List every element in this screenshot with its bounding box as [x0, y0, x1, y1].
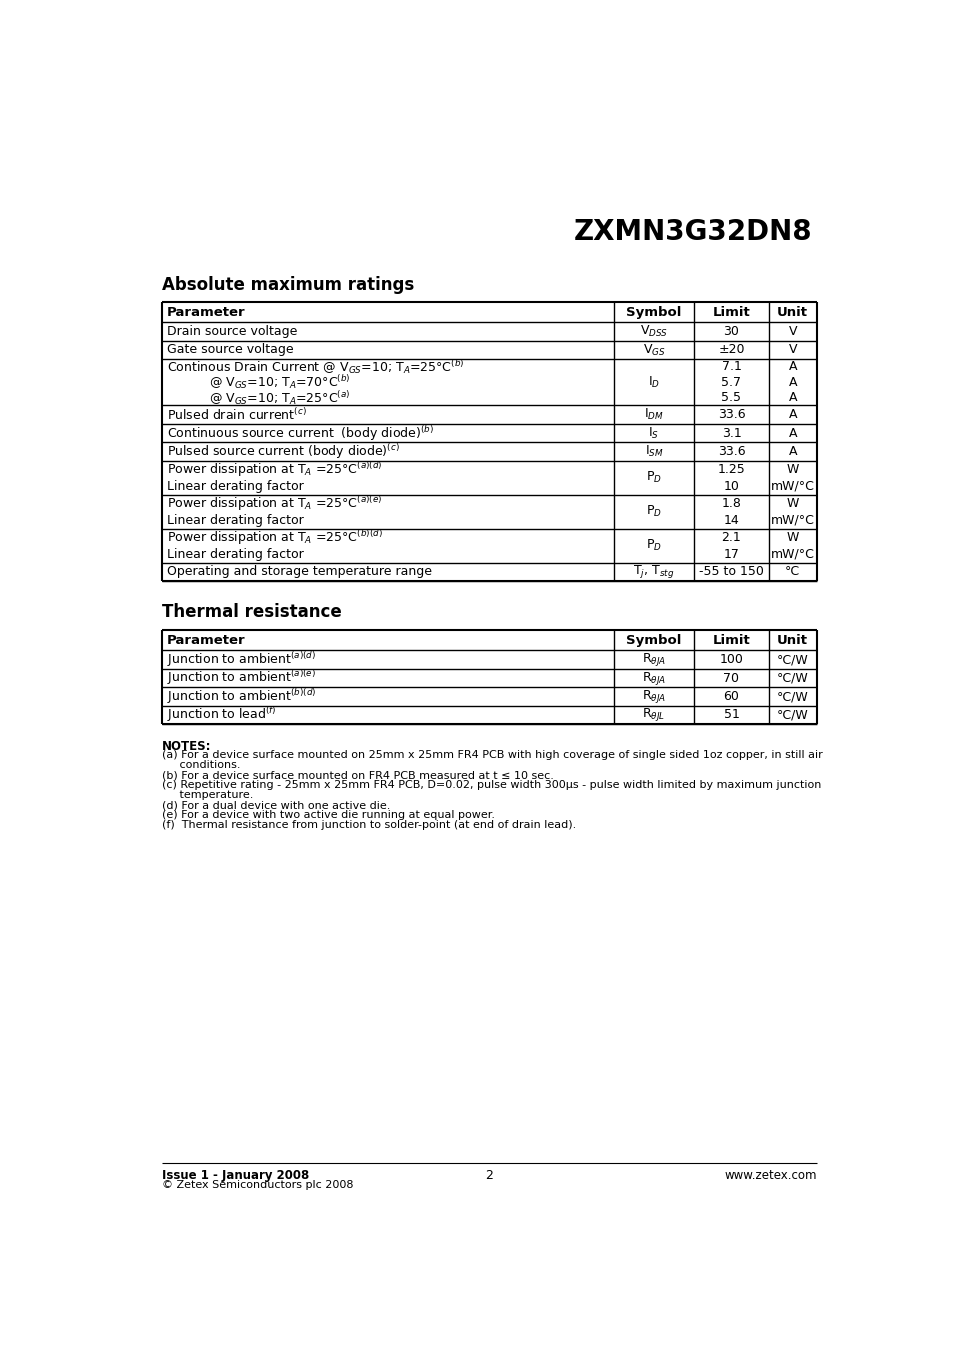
- Text: Unit: Unit: [777, 305, 807, 319]
- Text: NOTES:: NOTES:: [162, 739, 212, 753]
- Text: mW/°C: mW/°C: [770, 547, 814, 561]
- Text: °C/W: °C/W: [776, 690, 808, 703]
- Text: I$_{SM}$: I$_{SM}$: [644, 444, 662, 459]
- Text: © Zetex Semiconductors plc 2008: © Zetex Semiconductors plc 2008: [162, 1179, 353, 1190]
- Text: 1.25: 1.25: [717, 463, 744, 476]
- Text: mW/°C: mW/°C: [770, 513, 814, 527]
- Text: V: V: [787, 326, 796, 338]
- Text: Power dissipation at T$_A$ =25°C$^{(b)(d)}$: Power dissipation at T$_A$ =25°C$^{(b)(d…: [167, 528, 382, 547]
- Text: Power dissipation at T$_A$ =25°C$^{(a)(d)}$: Power dissipation at T$_A$ =25°C$^{(a)(d…: [167, 459, 382, 478]
- Text: Drain source voltage: Drain source voltage: [167, 326, 296, 338]
- Text: A: A: [787, 361, 796, 373]
- Text: Pulsed drain current$^{(c)}$: Pulsed drain current$^{(c)}$: [167, 407, 306, 423]
- Text: I$_{DM}$: I$_{DM}$: [643, 407, 663, 423]
- Text: Linear derating factor: Linear derating factor: [167, 480, 303, 493]
- Text: Continous Drain Current @ V$_{GS}$=10; T$_A$=25°C$^{(b)}$: Continous Drain Current @ V$_{GS}$=10; T…: [167, 358, 463, 376]
- Text: 10: 10: [722, 480, 739, 493]
- Text: ZXMN3G32DN8: ZXMN3G32DN8: [574, 218, 812, 246]
- Text: 3.1: 3.1: [720, 427, 740, 439]
- Text: (c) Repetitive rating - 25mm x 25mm FR4 PCB, D=0.02, pulse width 300μs - pulse w: (c) Repetitive rating - 25mm x 25mm FR4 …: [162, 781, 821, 790]
- Text: (b) For a device surface mounted on FR4 PCB measured at t ≤ 10 sec.: (b) For a device surface mounted on FR4 …: [162, 770, 553, 781]
- Text: A: A: [787, 444, 796, 458]
- Text: Absolute maximum ratings: Absolute maximum ratings: [162, 276, 414, 295]
- Text: Continuous source current  (body diode)$^{(b)}$: Continuous source current (body diode)$^…: [167, 424, 433, 443]
- Text: Limit: Limit: [712, 305, 750, 319]
- Text: Junction to lead$^{(f)}$: Junction to lead$^{(f)}$: [167, 705, 275, 724]
- Text: 5.5: 5.5: [720, 392, 740, 404]
- Text: A: A: [787, 427, 796, 439]
- Text: conditions.: conditions.: [162, 761, 240, 770]
- Text: Power dissipation at T$_A$ =25°C$^{(a)(e)}$: Power dissipation at T$_A$ =25°C$^{(a)(e…: [167, 493, 381, 512]
- Text: (f)  Thermal resistance from junction to solder-point (at end of drain lead).: (f) Thermal resistance from junction to …: [162, 820, 576, 831]
- Text: 30: 30: [722, 326, 739, 338]
- Text: (d) For a dual device with one active die.: (d) For a dual device with one active di…: [162, 800, 390, 811]
- Text: R$_{\theta JA}$: R$_{\theta JA}$: [641, 670, 665, 686]
- Text: Linear derating factor: Linear derating factor: [167, 547, 303, 561]
- Text: 7.1: 7.1: [720, 361, 740, 373]
- Text: V$_{DSS}$: V$_{DSS}$: [639, 324, 667, 339]
- Text: 5.7: 5.7: [720, 376, 740, 389]
- Text: 60: 60: [722, 690, 739, 703]
- Text: W: W: [785, 531, 798, 543]
- Text: Parameter: Parameter: [167, 305, 245, 319]
- Text: 33.6: 33.6: [717, 408, 744, 422]
- Text: www.zetex.com: www.zetex.com: [723, 1169, 816, 1182]
- Text: ±20: ±20: [718, 343, 744, 357]
- Text: Operating and storage temperature range: Operating and storage temperature range: [167, 565, 431, 578]
- Text: @ V$_{GS}$=10; T$_A$=70°C$^{(b)}$: @ V$_{GS}$=10; T$_A$=70°C$^{(b)}$: [209, 373, 351, 392]
- Text: Symbol: Symbol: [626, 305, 681, 319]
- Text: R$_{\theta JA}$: R$_{\theta JA}$: [641, 688, 665, 705]
- Text: Parameter: Parameter: [167, 634, 245, 647]
- Text: (e) For a device with two active die running at equal power.: (e) For a device with two active die run…: [162, 811, 495, 820]
- Text: 2: 2: [484, 1169, 493, 1182]
- Text: Gate source voltage: Gate source voltage: [167, 343, 293, 357]
- Text: I$_D$: I$_D$: [647, 374, 659, 390]
- Text: (a) For a device surface mounted on 25mm x 25mm FR4 PCB with high coverage of si: (a) For a device surface mounted on 25mm…: [162, 750, 821, 761]
- Text: R$_{\theta JL}$: R$_{\theta JL}$: [641, 707, 665, 724]
- Text: W: W: [785, 497, 798, 509]
- Text: °C/W: °C/W: [776, 671, 808, 685]
- Text: 100: 100: [719, 653, 742, 666]
- Text: Symbol: Symbol: [626, 634, 681, 647]
- Text: -55 to 150: -55 to 150: [699, 565, 763, 578]
- Text: A: A: [787, 392, 796, 404]
- Text: 70: 70: [722, 671, 739, 685]
- Text: P$_D$: P$_D$: [645, 538, 661, 553]
- Text: 17: 17: [722, 547, 739, 561]
- Text: °C/W: °C/W: [776, 653, 808, 666]
- Text: V: V: [787, 343, 796, 357]
- Text: P$_D$: P$_D$: [645, 504, 661, 519]
- Text: Unit: Unit: [777, 634, 807, 647]
- Text: W: W: [785, 463, 798, 476]
- Text: 14: 14: [723, 513, 739, 527]
- Text: °C: °C: [784, 565, 800, 578]
- Text: A: A: [787, 408, 796, 422]
- Text: Linear derating factor: Linear derating factor: [167, 513, 303, 527]
- Text: I$_S$: I$_S$: [648, 426, 659, 440]
- Text: 2.1: 2.1: [720, 531, 740, 543]
- Text: °C/W: °C/W: [776, 708, 808, 721]
- Text: @ V$_{GS}$=10; T$_A$=25°C$^{(a)}$: @ V$_{GS}$=10; T$_A$=25°C$^{(a)}$: [209, 389, 351, 407]
- Text: Junction to ambient$^{(a)(e)}$: Junction to ambient$^{(a)(e)}$: [167, 669, 315, 688]
- Text: mW/°C: mW/°C: [770, 480, 814, 493]
- Text: Junction to ambient$^{(a)(d)}$: Junction to ambient$^{(a)(d)}$: [167, 650, 315, 669]
- Text: temperature.: temperature.: [162, 790, 253, 800]
- Text: Issue 1 - January 2008: Issue 1 - January 2008: [162, 1169, 309, 1182]
- Text: Thermal resistance: Thermal resistance: [162, 603, 341, 620]
- Text: Junction to ambient$^{(b)(d)}$: Junction to ambient$^{(b)(d)}$: [167, 688, 315, 707]
- Text: 1.8: 1.8: [720, 497, 740, 509]
- Text: Limit: Limit: [712, 634, 750, 647]
- Text: R$_{\theta JA}$: R$_{\theta JA}$: [641, 651, 665, 667]
- Text: T$_j$, T$_{stg}$: T$_j$, T$_{stg}$: [633, 563, 674, 581]
- Text: 51: 51: [722, 708, 739, 721]
- Text: 33.6: 33.6: [717, 444, 744, 458]
- Text: V$_{GS}$: V$_{GS}$: [642, 342, 664, 358]
- Text: A: A: [787, 376, 796, 389]
- Text: P$_D$: P$_D$: [645, 470, 661, 485]
- Text: Pulsed source current (body diode)$^{(c)}$: Pulsed source current (body diode)$^{(c)…: [167, 442, 399, 461]
